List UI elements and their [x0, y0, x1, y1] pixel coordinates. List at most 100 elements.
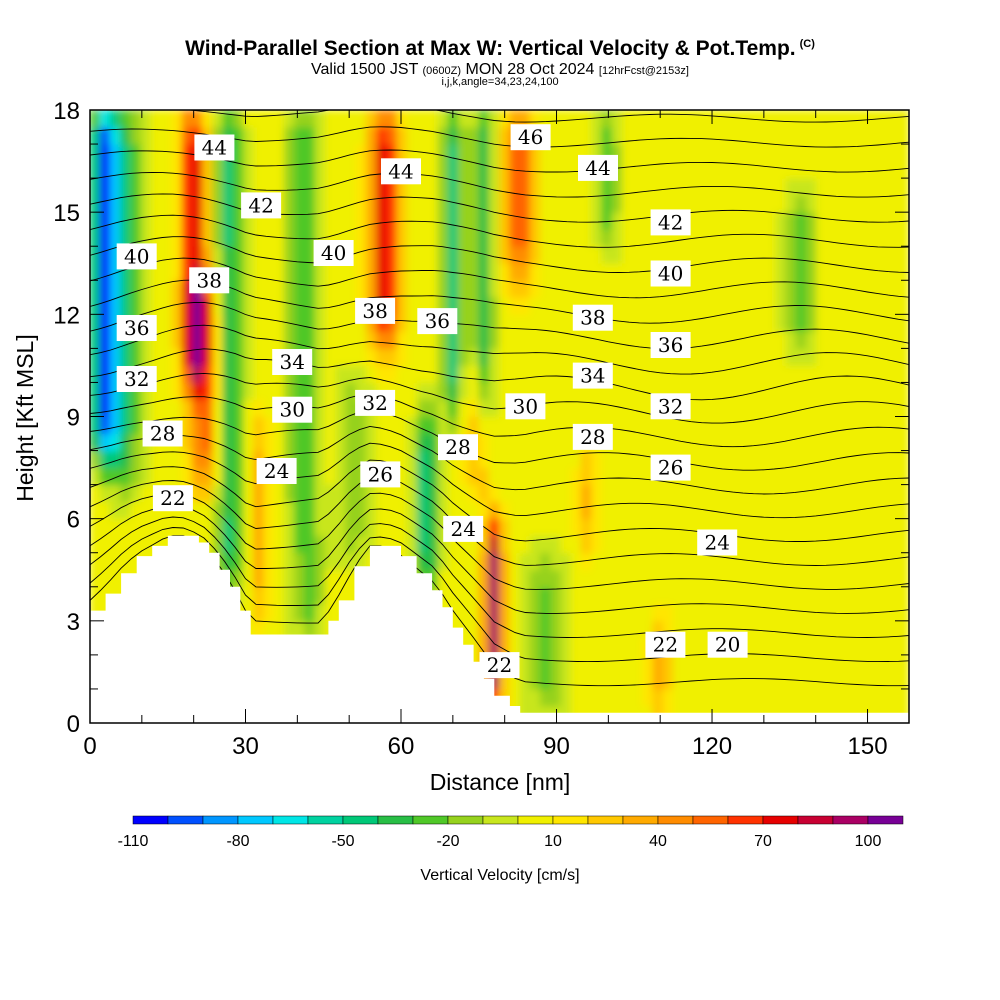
velocity-cell	[560, 569, 572, 588]
velocity-cell	[458, 228, 470, 247]
velocity-cell	[744, 501, 756, 520]
velocity-cell	[232, 416, 244, 434]
velocity-cell	[161, 450, 173, 469]
velocity-cell	[642, 279, 654, 298]
velocity-cell	[263, 228, 275, 247]
velocity-cell	[284, 177, 296, 196]
velocity-cell	[499, 245, 511, 264]
velocity-cell	[560, 160, 572, 179]
velocity-cell	[181, 228, 193, 247]
velocity-cell	[304, 126, 316, 145]
velocity-cell	[888, 535, 900, 554]
velocity-cell	[847, 347, 859, 366]
velocity-cell	[437, 552, 449, 571]
velocity-cell	[693, 126, 705, 145]
velocity-cell	[406, 279, 419, 298]
velocity-cell	[447, 160, 459, 179]
velocity-cell	[826, 245, 838, 264]
velocity-cell	[488, 296, 500, 315]
velocity-cell	[314, 484, 326, 503]
velocity-cell	[714, 484, 726, 503]
velocity-cell	[509, 535, 521, 554]
velocity-cell	[499, 160, 511, 179]
velocity-cell	[775, 364, 787, 383]
velocity-cell	[345, 228, 357, 247]
velocity-cell	[652, 654, 664, 673]
velocity-cell	[591, 552, 603, 571]
velocity-cell	[120, 194, 132, 213]
velocity-cell	[273, 569, 285, 588]
velocity-cell	[580, 177, 593, 196]
velocity-cell	[325, 160, 337, 179]
velocity-cell	[243, 177, 255, 196]
contour-label-text: 36	[658, 333, 683, 357]
velocity-cell	[345, 569, 357, 588]
velocity-cell	[826, 416, 838, 434]
velocity-cell	[458, 484, 470, 503]
velocity-cell	[826, 518, 838, 537]
velocity-cell	[560, 177, 572, 196]
velocity-cell	[161, 211, 173, 230]
velocity-cell	[754, 143, 767, 162]
velocity-cell	[560, 126, 572, 145]
velocity-cell	[857, 603, 869, 622]
velocity-cell	[396, 313, 408, 332]
velocity-cell	[693, 262, 705, 281]
velocity-cell	[243, 399, 255, 417]
velocity-cell	[662, 416, 674, 434]
velocity-cell	[427, 364, 439, 383]
velocity-cell	[365, 518, 378, 537]
velocity-cell	[181, 262, 193, 281]
velocity-cell	[888, 637, 900, 656]
colorbar-swatch	[132, 815, 169, 825]
velocity-cell	[468, 501, 480, 520]
velocity-cell	[806, 347, 818, 366]
velocity-cell	[867, 620, 879, 639]
velocity-cell	[499, 518, 511, 537]
velocity-cell	[406, 245, 419, 264]
velocity-cell	[120, 535, 132, 554]
velocity-cell	[325, 364, 337, 383]
velocity-cell	[478, 296, 490, 315]
velocity-cell	[140, 296, 152, 315]
velocity-cell	[816, 211, 828, 230]
velocity-cell	[806, 228, 818, 247]
velocity-cell	[806, 126, 818, 145]
velocity-cell	[724, 364, 736, 383]
velocity-cell	[877, 501, 889, 520]
velocity-cell	[867, 313, 879, 332]
velocity-cell	[130, 467, 142, 486]
velocity-cell	[437, 143, 449, 162]
velocity-cell	[222, 433, 234, 451]
velocity-cell	[345, 347, 357, 366]
velocity-cell	[816, 364, 828, 383]
velocity-cell	[509, 450, 521, 469]
contour-label-text: 32	[362, 391, 387, 415]
velocity-cell	[355, 194, 367, 213]
velocity-cell	[529, 110, 541, 128]
velocity-cell	[591, 126, 603, 145]
velocity-cell	[888, 364, 900, 383]
velocity-cell	[540, 313, 552, 332]
velocity-cell	[806, 586, 818, 605]
velocity-cell	[406, 364, 419, 383]
velocity-cell	[314, 399, 326, 417]
velocity-cell	[427, 433, 439, 451]
velocity-cell	[754, 501, 767, 520]
velocity-cell	[447, 347, 459, 366]
x-axis: 0 30 60 90 120 150	[83, 110, 888, 760]
velocity-cell	[304, 211, 316, 230]
velocity-cell	[795, 364, 808, 383]
velocity-cell	[591, 467, 603, 486]
velocity-cell	[529, 637, 541, 656]
velocity-cell	[294, 569, 306, 588]
velocity-cell	[99, 416, 111, 434]
velocity-cell	[519, 347, 531, 366]
velocity-cell	[90, 450, 101, 469]
velocity-cell	[795, 279, 808, 298]
colorbar-swatch	[552, 815, 589, 825]
velocity-cell	[744, 518, 756, 537]
theta-contour-line	[90, 236, 909, 273]
velocity-cell	[806, 416, 818, 434]
velocity-cell	[529, 586, 541, 605]
